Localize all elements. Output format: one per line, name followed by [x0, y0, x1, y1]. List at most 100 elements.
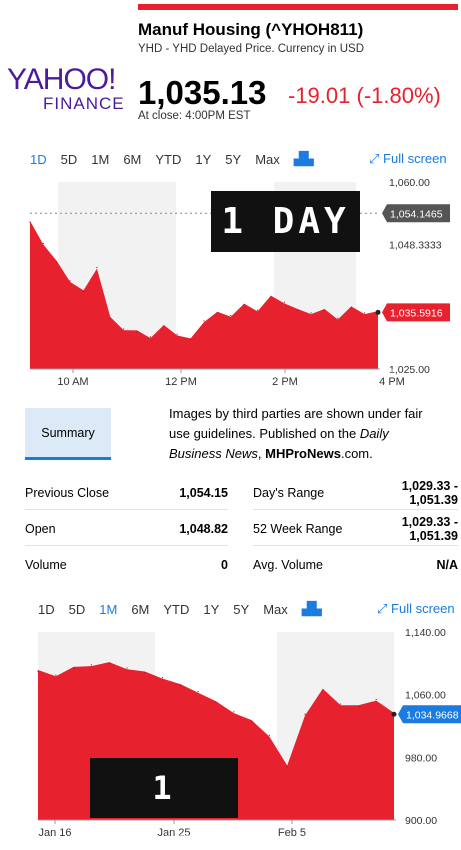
x-tick-label: Jan 16: [38, 827, 71, 839]
price-point: [357, 705, 359, 708]
monthly-chart[interactable]: 1,140.00 1,060.00 980.00 900.00 Jan 16 Jan 25…: [0, 622, 461, 844]
last-price-tag: [382, 303, 450, 322]
price-point: [350, 306, 352, 309]
last-price-dot: [375, 309, 381, 315]
stat-label: 52 Week Range: [253, 521, 343, 536]
price-point: [297, 309, 299, 311]
price-point: [270, 296, 272, 298]
price-point: [149, 336, 152, 338]
price-point: [82, 290, 85, 293]
stat-52-week-range: 52 Week Range 1,029.33 - 1,051.39: [253, 512, 458, 546]
y-tick-label: 1,140.00: [405, 627, 446, 639]
price-point: [55, 674, 57, 676]
price-change: -19.01 (-1.80%): [288, 83, 441, 108]
range-tab-1m[interactable]: 1M: [91, 151, 110, 167]
last-price-tag-text: 1,035.5916: [390, 307, 443, 319]
price-point: [69, 280, 71, 282]
price-point: [73, 667, 75, 669]
price-point: [286, 766, 288, 768]
range-tab-ytd[interactable]: YTD: [155, 151, 182, 167]
fullscreen-label: Full screen: [383, 151, 447, 166]
x-tick-label: 2 PM: [272, 376, 298, 388]
range-tab-1d[interactable]: 1D: [38, 601, 55, 617]
price-point: [90, 664, 92, 666]
chart-type-icon[interactable]: ▟▙: [293, 151, 314, 166]
x-tick-label: Feb 5: [278, 827, 306, 839]
price-point: [162, 676, 164, 679]
range-tab-5y[interactable]: 5Y: [233, 601, 250, 617]
close-time: At close: 4:00PM EST: [138, 110, 251, 122]
price-point: [37, 670, 39, 672]
stat-avg-volume: Avg. Volume N/A: [253, 548, 458, 582]
page-title: Manuf Housing (^YHOH811): [138, 20, 364, 39]
stat-value: 0: [221, 558, 228, 572]
chart-overlay-label-month: 1 MONTH: [90, 758, 238, 850]
price-point: [230, 314, 232, 317]
stat-value: 1,029.33 - 1,051.39: [401, 478, 458, 507]
expand-icon: ⤢: [369, 151, 380, 166]
range-tab-5d[interactable]: 5D: [68, 601, 86, 617]
last-price-tag: [398, 705, 461, 724]
price-area: [30, 220, 378, 369]
y-tick-label: 1,060.00: [389, 177, 430, 189]
stat-label: Avg. Volume: [253, 558, 323, 572]
stat-value: N/A: [436, 558, 458, 572]
price-point: [176, 333, 178, 335]
x-tick-label: 10 AM: [57, 376, 88, 388]
yahoo-finance-logo[interactable]: YAHOO! FINANCE: [5, 63, 133, 117]
notice-domain: .com.: [340, 446, 373, 461]
logo-word: YAHOO!: [7, 63, 116, 96]
range-selector-month: 1D 5D 1M 6M YTD 1Y 5Y Max ▟▙: [38, 601, 336, 617]
stat-label: Day's Range: [253, 485, 325, 500]
logo-sub: FINANCE: [43, 94, 125, 113]
fullscreen-button-month[interactable]: ⤢ Full screen: [377, 601, 455, 617]
price-point: [340, 703, 342, 705]
range-tab-5d[interactable]: 5D: [60, 151, 78, 167]
price-point: [256, 309, 259, 311]
tab-summary-label: Summary: [41, 425, 95, 440]
top-accent-bar: [138, 4, 458, 10]
stat-previous-close: Previous Close 1,054.15: [25, 476, 228, 510]
stat-value: 1,029.33 - 1,051.39: [401, 514, 458, 543]
y-tick-label: 1,060.00: [405, 690, 446, 702]
price-point: [190, 339, 192, 341]
y-tick-label: 900.00: [405, 815, 437, 827]
price-point: [233, 711, 235, 713]
range-tab-1y[interactable]: 1Y: [203, 601, 220, 617]
fullscreen-label: Full screen: [391, 601, 455, 616]
range-tab-5y[interactable]: 5Y: [225, 151, 242, 167]
price-point: [364, 312, 366, 314]
stat-label: Open: [25, 521, 56, 536]
range-tab-max[interactable]: Max: [255, 151, 280, 167]
stat-open: Open 1,048.82: [25, 512, 228, 546]
stat-volume: Volume 0: [25, 548, 228, 582]
range-tab-max[interactable]: Max: [263, 601, 288, 617]
tab-summary[interactable]: Summary: [25, 408, 111, 460]
range-tab-1y[interactable]: 1Y: [195, 151, 212, 167]
price-point: [243, 304, 245, 306]
price-point: [216, 312, 218, 314]
y-tick-label: 1,025.00: [389, 364, 430, 376]
price-point: [251, 720, 253, 722]
price-point: [337, 317, 339, 319]
y-tick-label: 1,048.3333: [389, 239, 442, 251]
price-point: [268, 734, 270, 736]
range-tab-6m[interactable]: 6M: [123, 151, 142, 167]
chart-type-icon[interactable]: ▟▙: [301, 601, 322, 616]
price-point: [375, 698, 377, 700]
price-point: [322, 689, 324, 691]
range-tab-1d[interactable]: 1D: [30, 151, 47, 167]
price-point: [109, 317, 111, 319]
fullscreen-button-day[interactable]: ⤢ Full screen: [369, 151, 447, 167]
price-point: [323, 309, 326, 311]
x-tick-label: Jan 25: [157, 827, 190, 839]
last-price-tag-text: 1,034.9668: [406, 709, 459, 721]
notice-publication: Daily Business News: [169, 426, 389, 461]
price-point: [203, 320, 205, 322]
price-point: [42, 242, 44, 245]
price-point: [123, 328, 125, 330]
range-tab-6m[interactable]: 6M: [131, 601, 150, 617]
price-point: [283, 301, 285, 303]
range-tab-ytd[interactable]: YTD: [163, 601, 190, 617]
range-tab-1m[interactable]: 1M: [99, 601, 118, 617]
